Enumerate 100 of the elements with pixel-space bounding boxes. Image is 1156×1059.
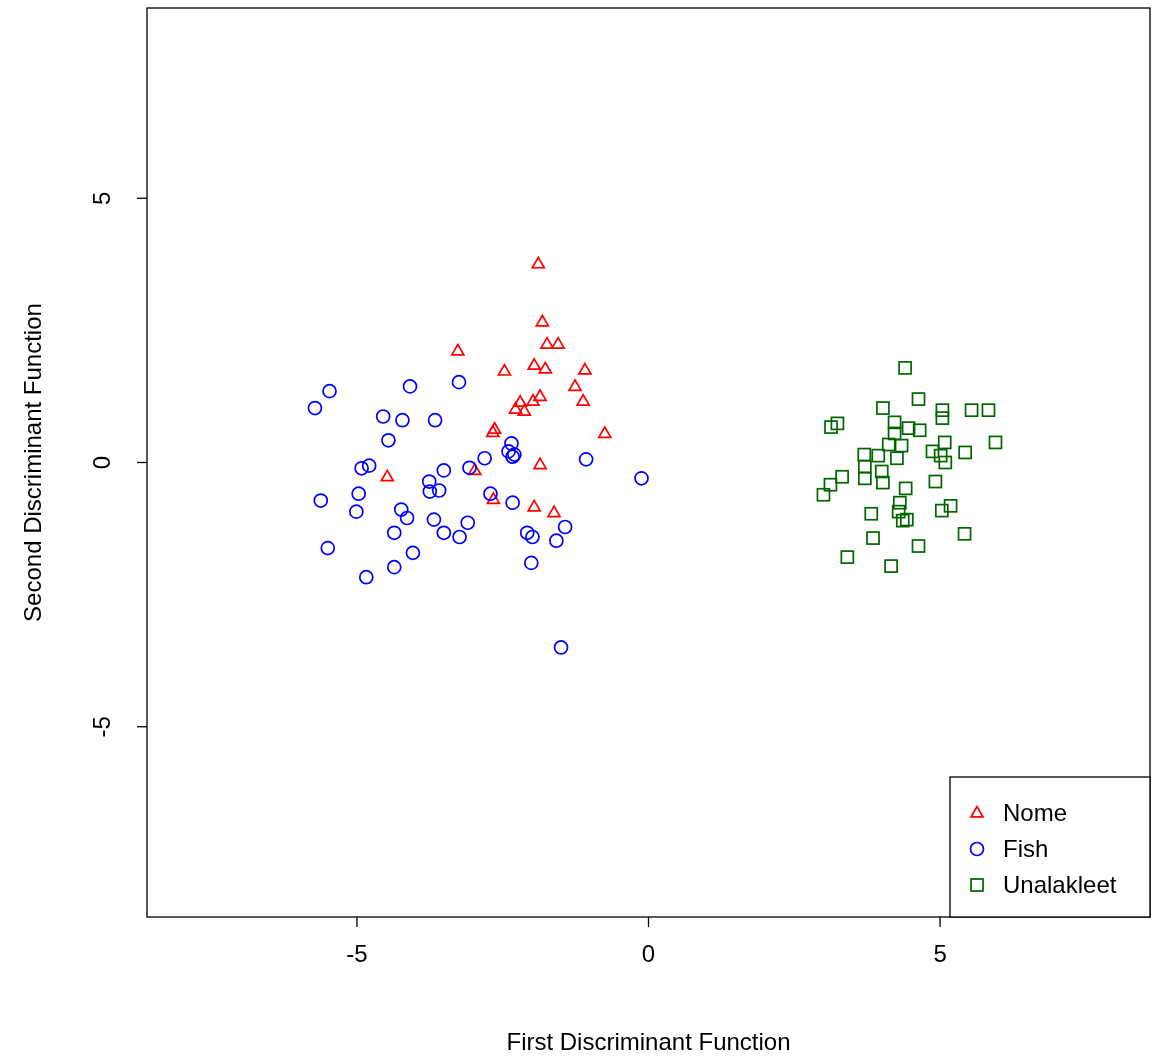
point [501,444,516,459]
point [578,362,592,375]
point [857,447,872,462]
point [964,403,979,418]
point [386,525,402,541]
point [393,502,409,517]
point [402,379,418,394]
point [634,471,649,486]
legend-label: Nome [1003,799,1068,827]
point [899,512,914,527]
point [835,469,849,484]
point [557,519,573,535]
point [958,445,972,460]
point [487,421,502,435]
point [307,400,323,416]
point [890,451,904,466]
point [533,389,547,402]
point [523,555,539,571]
point [576,393,591,406]
point [452,529,467,545]
point [876,401,890,415]
point [935,411,950,425]
point [361,458,377,474]
point [436,463,452,478]
point [881,437,896,452]
y-axis-title: Second Discriminant Function [19,303,47,622]
legend-label: Unalakleet [1003,871,1117,899]
point [912,423,927,438]
point [540,336,554,349]
point [450,343,465,356]
point [426,512,442,527]
point [405,545,421,561]
point [386,559,402,575]
point [887,415,902,430]
point [597,426,612,439]
point [399,510,415,526]
point [505,495,520,511]
point [551,336,565,349]
point [436,525,452,541]
point [508,401,523,414]
point [981,403,996,418]
point [553,640,569,655]
point [351,486,367,502]
point [547,505,561,518]
point [421,474,437,489]
point [928,474,943,489]
point [943,498,958,513]
point [840,550,855,564]
point [322,383,337,399]
point [874,464,889,479]
point [460,515,476,531]
point [911,539,926,553]
point [380,469,395,482]
point [422,484,438,499]
y-tick-label: 0 [88,455,116,470]
point [988,435,1003,450]
point [486,492,501,505]
x-axis-title: First Discriminant Function [506,1028,791,1055]
point [467,463,482,476]
point [925,444,940,459]
point [933,448,948,463]
y-tick-label: 5 [88,191,116,205]
point [431,483,447,498]
point [462,460,477,476]
point [864,506,879,521]
point [504,436,519,451]
point [477,450,492,466]
point [517,403,532,417]
point [937,435,952,450]
point [887,426,902,441]
point [320,540,336,556]
point [957,527,972,541]
legend-label: Fish [1003,835,1049,863]
point [538,361,553,374]
point [519,525,535,541]
point [935,403,950,418]
point [823,477,838,492]
point [876,475,890,490]
point [531,256,546,269]
point [526,393,540,406]
point [911,392,926,406]
point [483,486,498,502]
point [485,425,500,438]
point [313,493,329,508]
point [884,559,898,573]
point [395,412,410,428]
point [894,438,909,453]
point [892,495,907,510]
point [898,481,913,496]
point [354,460,369,476]
x-tick-label: -5 [346,940,368,967]
point [525,529,540,545]
point [451,374,467,390]
point [891,504,906,519]
point [934,503,949,518]
point [497,363,512,376]
point [513,394,528,408]
point [427,412,443,428]
point [527,499,542,512]
point [816,487,831,502]
